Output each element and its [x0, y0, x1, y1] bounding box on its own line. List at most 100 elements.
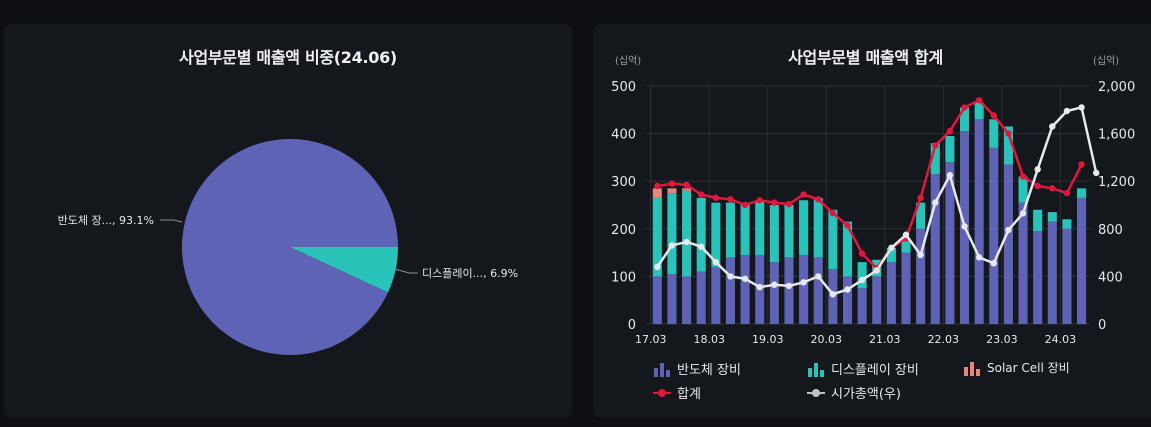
bar [1018, 176, 1028, 203]
data-point [756, 197, 763, 204]
data-point [990, 112, 997, 119]
y2-tick-label: 1,600 [1098, 128, 1135, 143]
data-point [961, 104, 968, 111]
legend-item-mktcap[interactable]: 시가총액(우) [807, 383, 901, 402]
bar [989, 119, 999, 148]
legend-item-semi[interactable]: 반도체 장비 [653, 359, 741, 378]
data-point [888, 244, 895, 252]
data-point [654, 182, 661, 190]
data-point [873, 267, 880, 274]
data-point [1019, 210, 1027, 217]
bar [1077, 188, 1087, 198]
bar [813, 197, 823, 258]
data-point [1078, 104, 1085, 111]
legend-label: 반도체 장비 [677, 363, 741, 378]
data-point [698, 191, 705, 198]
bar [652, 276, 662, 324]
bar [799, 200, 809, 255]
data-point [917, 194, 924, 202]
y2-tick-label: 2,000 [1098, 80, 1135, 95]
legend-item-solar[interactable]: Solar Cell 장비 [963, 359, 1070, 376]
data-point [785, 200, 793, 208]
bar [725, 202, 735, 258]
bar [1018, 202, 1028, 324]
bar [886, 247, 896, 263]
y-tick-label: 400 [611, 128, 636, 143]
bar [974, 119, 984, 324]
bar [1047, 221, 1057, 324]
bar [667, 193, 677, 275]
chart-legend: 반도체 장비 디스플레이 장비 Solar Cell 장비 합계 시가총액(우) [593, 24, 1151, 418]
data-point [961, 223, 968, 230]
x-tick-label: 24.03 [1045, 333, 1077, 346]
bar-icon [654, 362, 670, 377]
label-line [160, 219, 183, 223]
data-point [800, 191, 807, 198]
bar [711, 266, 721, 324]
data-point [683, 181, 690, 189]
data-point [1034, 182, 1041, 190]
pie-chart-panel: 사업부문별 매출액 비중(24.06) 반도체 장..., 93.1% 디스플레이… [4, 24, 572, 418]
bar [769, 205, 779, 263]
combo-chart: (십억) (십억) 0 0 100 400 200 800 300 1,200 400 1,600 50… [611, 55, 1135, 346]
data-point [975, 97, 983, 104]
data-point [785, 282, 793, 290]
bar [682, 190, 692, 277]
bar [1003, 164, 1013, 324]
bar-icon [808, 362, 824, 377]
data-point [741, 201, 749, 209]
data-point [698, 243, 705, 250]
y2-tick-label: 800 [1098, 223, 1123, 238]
data-point [1019, 173, 1027, 180]
bar [682, 188, 692, 191]
data-point [741, 275, 749, 282]
data-point [858, 250, 866, 257]
bar [901, 252, 911, 324]
data-point [829, 291, 837, 298]
data-point [815, 273, 822, 280]
data-point [1063, 189, 1071, 197]
legend-label: Solar Cell 장비 [987, 361, 1070, 375]
data-point [902, 231, 910, 238]
x-tick-label: 19.03 [752, 333, 784, 346]
bar [682, 276, 692, 324]
data-point [727, 273, 734, 280]
y-tick-label: 100 [611, 270, 636, 285]
bar [652, 188, 662, 198]
bar [1062, 228, 1072, 324]
label-line [394, 268, 418, 274]
line-icon [653, 388, 671, 397]
bar-icon [964, 361, 980, 376]
bar [959, 107, 970, 132]
legend-label: 합계 [677, 387, 701, 402]
data-point [1049, 123, 1056, 130]
bar [842, 276, 853, 324]
bar [696, 197, 706, 272]
bar [857, 262, 867, 289]
data-point [727, 196, 734, 203]
legend-item-total[interactable]: 합계 [653, 383, 701, 402]
combo-chart-title: 사업부문별 매출액 합계 [788, 48, 943, 67]
bar [916, 228, 926, 324]
data-point [1092, 169, 1100, 177]
bar [1003, 126, 1013, 165]
combo-chart-panel: 사업부문별 매출액 합계 (십억) (십억) 0 0 100 400 200 800 300 1,… [593, 24, 1151, 418]
data-point [1049, 185, 1056, 192]
y2-tick-label: 0 [1098, 318, 1106, 333]
pie-label: 디스플레이..., 6.9% [422, 267, 518, 280]
bar [1033, 209, 1043, 232]
legend-item-display[interactable]: 디스플레이 장비 [807, 359, 919, 378]
bar [901, 238, 911, 253]
y2-tick-label: 400 [1098, 270, 1123, 285]
y-tick-label: 500 [611, 80, 636, 95]
bar [740, 202, 750, 255]
data-point [917, 251, 924, 259]
bar [945, 162, 955, 324]
bar [916, 202, 926, 229]
data-point [771, 281, 778, 288]
pie-slice [182, 139, 398, 356]
bar [886, 262, 896, 324]
bar [1062, 219, 1072, 229]
y-tick-label: 200 [611, 223, 636, 238]
data-point [858, 276, 866, 284]
